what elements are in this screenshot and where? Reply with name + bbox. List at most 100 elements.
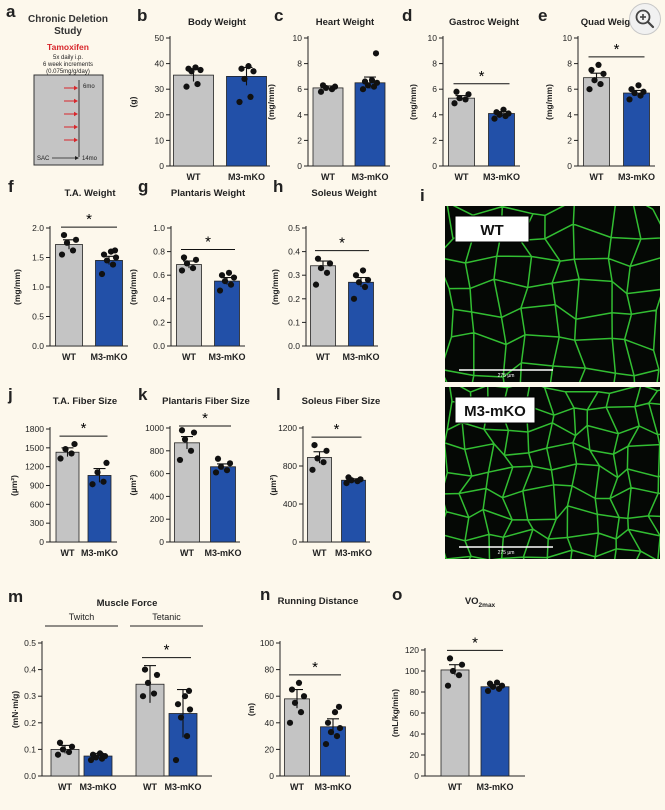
y-tick-label: 0.0	[288, 341, 300, 351]
x-tick-label: WT	[316, 352, 330, 362]
y-tick-label: 120	[405, 645, 419, 655]
micrograph-label-box	[454, 396, 536, 424]
data-point	[300, 693, 308, 700]
y-tick-label: 0.5	[32, 312, 44, 322]
data-point	[187, 447, 195, 454]
data-point	[331, 709, 339, 716]
data-point	[183, 83, 190, 90]
bar	[210, 466, 236, 543]
chart-e: e Quad Weight 0 2 4 6 8 10 (mg/mm) WT M3-mKO *	[538, 6, 655, 182]
y-tick-label: 1500	[25, 443, 44, 453]
data-point	[493, 109, 500, 116]
data-point	[640, 88, 647, 95]
data-point	[291, 699, 299, 706]
group-label: Tetanic	[152, 612, 181, 622]
bar	[284, 698, 310, 777]
y-tick-label: 0	[39, 537, 44, 547]
data-point	[458, 661, 466, 668]
y-tick-label: 600	[30, 499, 44, 509]
chart-title: Gastroc Weight	[449, 17, 520, 28]
data-point	[54, 751, 62, 758]
data-point	[112, 254, 120, 261]
data-point	[238, 65, 245, 72]
data-point	[343, 480, 350, 487]
data-point	[323, 447, 330, 454]
data-point	[451, 100, 458, 107]
significance-marker: *	[202, 410, 208, 427]
data-point	[309, 466, 316, 473]
y-axis-label: (g)	[128, 96, 138, 107]
significance-marker: *	[472, 634, 478, 651]
data-point	[180, 254, 188, 261]
data-point	[486, 680, 494, 687]
y-axis-label: (m)	[246, 703, 256, 716]
data-point	[226, 460, 234, 467]
x-tick-label: WT	[448, 782, 462, 792]
data-point	[335, 703, 343, 710]
y-tick-label: 8	[297, 59, 302, 69]
significance-marker: *	[86, 211, 92, 228]
data-point	[230, 274, 238, 281]
data-point	[600, 70, 607, 77]
dose-arrowhead	[74, 124, 78, 130]
zoom-in-button[interactable]	[629, 3, 661, 35]
bar	[320, 726, 346, 777]
data-point	[94, 469, 101, 476]
data-point	[288, 686, 296, 693]
data-point	[455, 672, 463, 679]
schematic-end-age: 14mo	[82, 156, 98, 162]
scale-bar-label: 275 µm	[498, 550, 515, 556]
data-point	[227, 281, 235, 288]
data-point	[493, 679, 501, 686]
data-point	[361, 78, 369, 85]
data-point	[314, 255, 322, 262]
panel-letter-f: f	[8, 177, 14, 196]
data-point	[635, 82, 642, 89]
x-tick-label: WT	[313, 548, 327, 558]
data-point	[71, 440, 78, 448]
y-tick-label: 300	[30, 518, 44, 528]
bar	[488, 113, 515, 167]
y-tick-label: 4	[567, 110, 572, 120]
data-point	[72, 236, 80, 243]
y-tick-label: 1.0	[32, 282, 44, 292]
data-point	[181, 693, 189, 700]
panel-letter-n: n	[260, 585, 270, 604]
data-point	[286, 719, 294, 726]
data-point	[326, 260, 334, 267]
y-tick-label: 100	[405, 666, 419, 676]
bar	[176, 264, 202, 347]
chart-g: g Plantaris Weight 0.0 0.2 0.4 0.6 0.8 1.0 (mg/m…	[128, 177, 246, 362]
y-tick-label: 40	[410, 729, 420, 739]
dose-arrows	[64, 85, 78, 143]
x-tick-label: M3-mKO	[335, 548, 372, 558]
chart-h: h Soleus Weight 0.0 0.1 0.2 0.3 0.4 0.5 (mg/mm) W…	[270, 177, 380, 362]
data-point	[331, 83, 339, 90]
y-axis-label: (mg/mm)	[12, 269, 22, 305]
y-axis-label: (mL/kg/min)	[390, 689, 400, 737]
panel-letter-o: o	[392, 585, 402, 604]
data-point	[312, 281, 320, 288]
y-axis-label: (mg/mm)	[128, 269, 138, 305]
x-tick-label: WT	[187, 172, 201, 182]
y-tick-label: 4	[297, 110, 302, 120]
x-tick-label: M3-mKO	[314, 782, 351, 792]
data-point	[465, 91, 472, 98]
data-point	[444, 682, 452, 689]
y-tick-label: 800	[150, 446, 164, 456]
dose-arrowhead	[74, 111, 78, 117]
data-point	[317, 88, 325, 95]
schematic-title-line-1: Chronic Deletion	[28, 14, 108, 25]
y-tick-label: 30	[155, 84, 165, 94]
y-axis-label: (µm²)	[9, 475, 19, 496]
dose-arrowhead	[74, 98, 78, 104]
x-tick-label: M3-mKO	[483, 172, 520, 182]
y-tick-label: 2	[432, 135, 437, 145]
y-tick-label: 0.1	[24, 744, 36, 754]
bar	[55, 451, 80, 543]
panel-a-schematic: a Chronic Deletion Study Tamoxifen 5x da…	[6, 2, 108, 166]
schematic-box	[33, 74, 104, 166]
y-tick-label: 6	[432, 84, 437, 94]
data-point	[295, 679, 303, 687]
